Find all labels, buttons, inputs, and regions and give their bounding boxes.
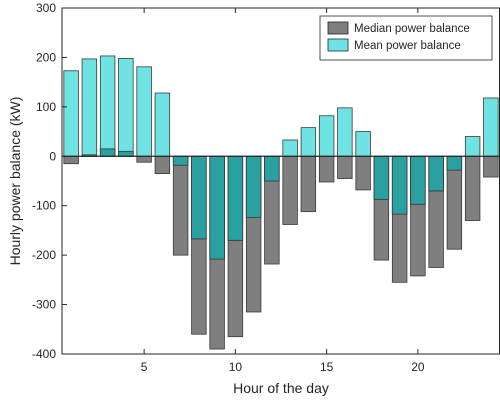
- median-bar-1: [63, 155, 79, 165]
- mean-bar-23: [464, 136, 481, 157]
- y-axis-ticks: -400 -300 -200 -100 0 100 200 300: [32, 1, 67, 361]
- mean-bar-4: [118, 58, 134, 157]
- legend-label-median: Median power balance: [354, 23, 470, 35]
- y-tick-label-0: 0: [49, 149, 56, 163]
- mean-bar-5: [136, 66, 152, 157]
- y-axis-label: Hourly power balance (kW): [7, 97, 23, 266]
- y-tick-label--200: -200: [32, 248, 56, 262]
- legend-swatch-mean: [327, 38, 349, 52]
- y-tick-label--300: -300: [32, 298, 56, 312]
- overlap-bars: [81, 148, 463, 260]
- mean-bar-6: [154, 92, 171, 157]
- overlap-bar-4: [118, 150, 134, 157]
- legend-label-mean: Mean power balance: [354, 40, 461, 52]
- overlap-bar-22: [446, 155, 463, 171]
- median-bar-16: [337, 155, 353, 179]
- overlap-bar-7: [172, 155, 189, 166]
- overlap-bar-9: [209, 155, 225, 260]
- median-bar-13: [282, 155, 298, 225]
- y-tick-label--100: -100: [32, 199, 56, 213]
- median-bar-7: [172, 155, 189, 256]
- median-bar-17: [355, 155, 371, 191]
- legend-swatch-median: [327, 21, 349, 35]
- overlap-bar-11: [245, 155, 262, 218]
- median-bar-5: [136, 155, 152, 163]
- legend: Median power balance Mean power balance: [319, 15, 493, 61]
- overlap-bar-20: [410, 155, 426, 205]
- overlap-bar-18: [373, 155, 390, 200]
- x-tick-label-15: 15: [320, 360, 334, 374]
- mean-bar-3: [99, 55, 116, 157]
- y-tick-label-300: 300: [36, 1, 56, 15]
- mean-bar-24: [483, 97, 499, 157]
- overlap-bar-3: [99, 148, 116, 157]
- median-bar-6: [154, 155, 171, 174]
- x-tick-label-20: 20: [411, 360, 425, 374]
- median-bar-23: [464, 155, 481, 221]
- overlap-bar-8: [191, 155, 207, 240]
- y-tick-label-200: 200: [36, 50, 56, 64]
- overlap-bar-12: [264, 155, 280, 182]
- median-bar-14: [300, 155, 317, 213]
- mean-bar-1: [63, 70, 79, 157]
- y-tick-label--400: -400: [32, 347, 56, 361]
- legend-box: [319, 15, 493, 61]
- mean-bar-15: [318, 115, 335, 157]
- overlap-bar-10: [227, 155, 244, 241]
- mean-bar-13: [282, 139, 298, 157]
- x-tick-label-10: 10: [229, 360, 243, 374]
- overlap-bar-19: [391, 155, 408, 215]
- mean-bar-17: [355, 131, 371, 157]
- overlap-bar-21: [428, 155, 444, 192]
- mean-bar-14: [300, 127, 317, 157]
- x-axis-ticks: 5 10 15 20: [141, 8, 425, 374]
- plot-area: [62, 8, 500, 354]
- mean-bar-16: [337, 107, 353, 157]
- mean-bar-2: [81, 58, 98, 157]
- x-axis-label: Hour of the day: [233, 380, 329, 396]
- median-bar-24: [483, 155, 499, 178]
- median-bar-15: [318, 155, 335, 183]
- x-tick-label-5: 5: [141, 360, 148, 374]
- y-tick-label-100: 100: [36, 100, 56, 114]
